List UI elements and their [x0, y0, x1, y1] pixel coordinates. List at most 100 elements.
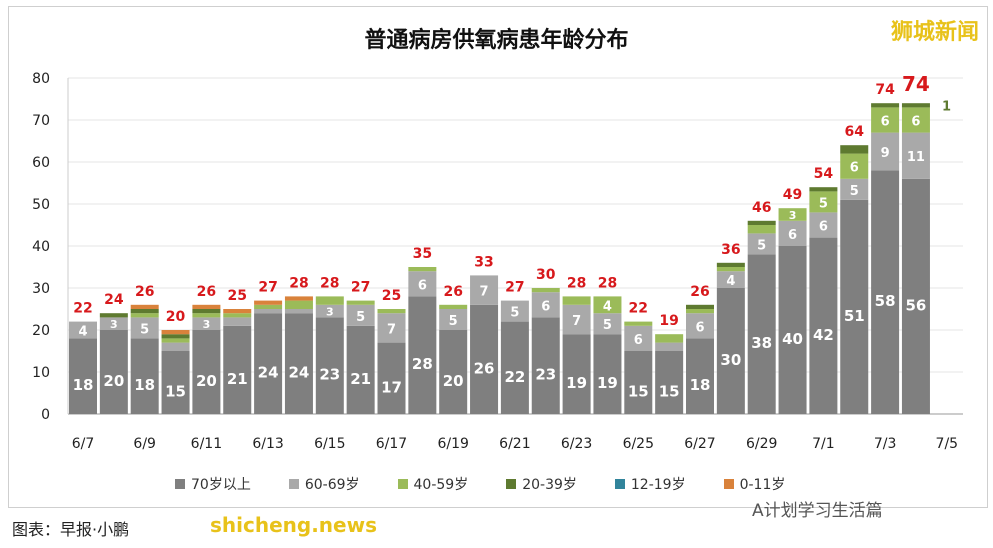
bar-segment [562, 296, 591, 305]
x-tick-label: 6/19 [437, 436, 468, 452]
legend-swatch [723, 479, 734, 489]
bar-segment [747, 233, 776, 255]
total-label: 26 [443, 284, 462, 300]
bar-segment [500, 300, 529, 322]
data-label: 22 [504, 368, 525, 386]
y-tick-label: 40 [32, 239, 50, 255]
x-tick-label: 6/15 [314, 436, 345, 452]
y-tick-label: 70 [32, 113, 50, 129]
total-label: 27 [351, 280, 370, 296]
x-tick-label: 6/23 [561, 436, 592, 452]
x-tick-label: 6/9 [133, 436, 156, 452]
legend-label: 40-59岁 [413, 477, 469, 493]
bar-segment [223, 313, 252, 318]
bar-segment [747, 254, 776, 414]
legend-label: 12-19岁 [630, 477, 686, 493]
bar-segment [871, 132, 900, 171]
total-label: 26 [690, 284, 709, 300]
watermark: 狮城新闻 [890, 20, 979, 45]
data-label: 24 [258, 364, 279, 382]
bar-segment [871, 107, 900, 133]
total-label: 35 [413, 246, 432, 262]
total-label: 19 [659, 313, 678, 329]
legend-swatch [397, 479, 408, 489]
total-label: 22 [73, 301, 92, 317]
total-label: 22 [629, 301, 648, 317]
y-tick-label: 20 [32, 323, 50, 339]
bar-segment [192, 304, 221, 309]
bar-segment [161, 342, 190, 351]
bar-segment [408, 296, 437, 414]
data-label: 11 [907, 150, 925, 165]
data-label: 15 [165, 383, 186, 401]
bar-segment [439, 330, 468, 414]
data-label: 6 [881, 115, 890, 130]
legend-item: 0-11岁 [723, 474, 786, 494]
bar-segment [346, 300, 375, 305]
bar-segment [624, 351, 653, 414]
legend-item: 12-19岁 [614, 474, 686, 494]
bar-segment [192, 309, 221, 314]
data-label: 7 [387, 322, 396, 337]
bar-segment [686, 313, 714, 339]
total-label: 54 [814, 166, 834, 182]
account-name: A计划学习生活篇 [752, 501, 883, 521]
data-label: 5 [819, 196, 828, 211]
x-tick-label: 6/25 [623, 436, 654, 452]
data-label: 5 [603, 318, 612, 333]
bar-segment [346, 325, 375, 414]
bar-segment [284, 296, 313, 301]
legend-label: 0-11岁 [739, 477, 786, 493]
bar-segment [809, 187, 838, 192]
y-tick-label: 50 [32, 197, 50, 213]
total-label: 27 [258, 280, 277, 296]
bar-segment [901, 178, 930, 414]
data-label: 7 [572, 314, 581, 329]
bar-segment [901, 103, 930, 108]
data-label: 30 [720, 351, 741, 369]
bar-segment [99, 330, 128, 414]
bar-segment [254, 304, 283, 309]
bar-segment [254, 309, 283, 314]
data-label: 6 [695, 320, 704, 335]
legend-swatch [506, 479, 517, 489]
data-label: 20 [103, 372, 124, 390]
data-label: 23 [535, 366, 556, 384]
bar-segment [686, 338, 714, 414]
bar-segment [377, 342, 406, 414]
bar-segment [655, 351, 684, 414]
y-tick-label: 60 [32, 155, 50, 171]
bar-segment [99, 317, 128, 330]
bar-segment [161, 334, 190, 339]
bar-segment [778, 246, 807, 414]
data-label: 9 [881, 146, 890, 161]
bar-segment [840, 153, 869, 179]
data-label: 3 [110, 318, 118, 331]
data-label: 56 [906, 296, 927, 314]
bar-segment [686, 304, 714, 309]
data-label: 5 [850, 184, 859, 199]
bar-segment [161, 338, 190, 343]
data-label: 20 [196, 372, 217, 390]
bar-segment [408, 267, 437, 272]
bar-segment [346, 304, 375, 326]
total-label: 74 [875, 82, 895, 98]
legend-swatch [288, 479, 299, 489]
total-label: 26 [135, 284, 154, 300]
x-tick-label: 6/21 [499, 436, 530, 452]
legend-item: 60-69岁 [288, 474, 360, 494]
bar-segment [99, 313, 128, 318]
y-tick-label: 10 [32, 365, 50, 381]
total-label: 30 [536, 267, 556, 283]
bar-segment [778, 220, 807, 246]
bar-segment [130, 309, 159, 314]
bar-segment [686, 309, 714, 314]
bar-segment [778, 208, 807, 221]
x-tick-label: 6/11 [191, 436, 222, 452]
bar-segment [470, 275, 499, 305]
bar-segment [284, 313, 313, 414]
bar-segment [192, 330, 221, 414]
total-label: 27 [505, 280, 524, 296]
data-label: 3 [203, 318, 211, 331]
